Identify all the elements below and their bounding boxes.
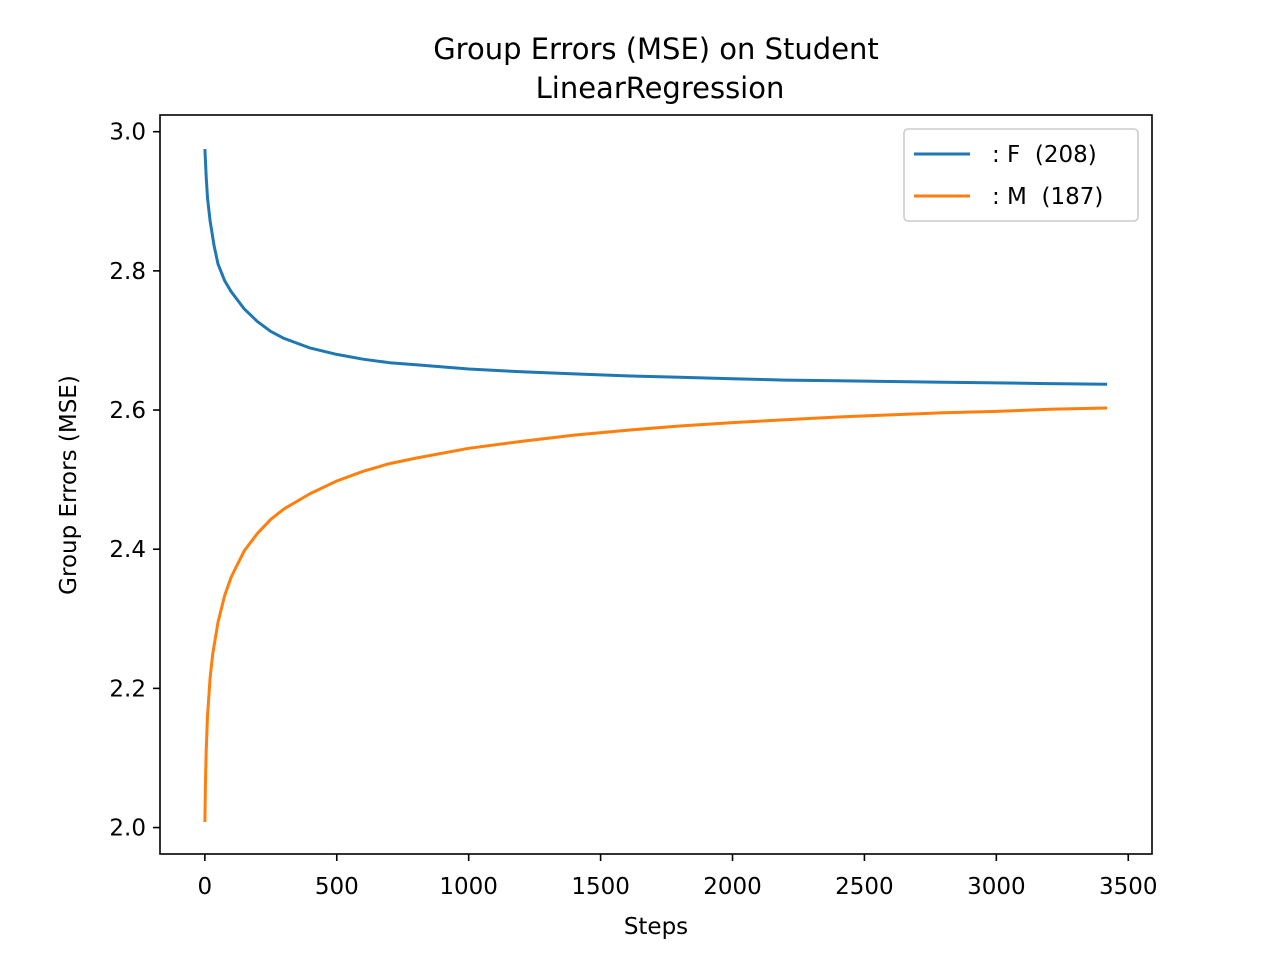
series-layer (203, 149, 1108, 823)
legend-label-f: : F (208) (992, 142, 1097, 168)
x-tick-label: 3500 (1099, 874, 1158, 900)
x-axis-label: Steps (624, 914, 688, 940)
x-tick-label: 2500 (835, 874, 894, 900)
x-axis: 0 500 1000 1500 2000 2500 3000 3500 (198, 854, 1158, 900)
x-tick-label: 1500 (571, 874, 630, 900)
x-tick-label: 1000 (439, 874, 498, 900)
legend: : F (208) : M (187) (903, 128, 1139, 222)
series-line-f (203, 149, 1108, 386)
y-axis: 2.0 2.2 2.4 2.6 2.8 3.0 (109, 120, 160, 842)
legend-label-m: : M (187) (992, 184, 1103, 210)
y-axis-label: Group Errors (MSE) (56, 375, 82, 595)
y-tick-label: 2.6 (109, 398, 146, 424)
x-tick-label: 500 (315, 874, 359, 900)
legend-box (903, 128, 1139, 222)
y-tick-label: 2.2 (109, 676, 146, 702)
x-tick-label: 3000 (967, 874, 1026, 900)
y-tick-label: 2.0 (109, 816, 146, 842)
series-line-m (203, 406, 1108, 823)
y-tick-label: 3.0 (109, 120, 146, 146)
x-tick-label: 2000 (703, 874, 762, 900)
chart-title-line-1: Group Errors (MSE) on Student (433, 32, 879, 66)
y-tick-label: 2.4 (109, 537, 146, 563)
x-tick-label: 0 (198, 874, 213, 900)
y-tick-label: 2.8 (109, 259, 146, 285)
plot-frame (159, 114, 1153, 855)
chart-title-line-2: LinearRegression (536, 71, 785, 105)
